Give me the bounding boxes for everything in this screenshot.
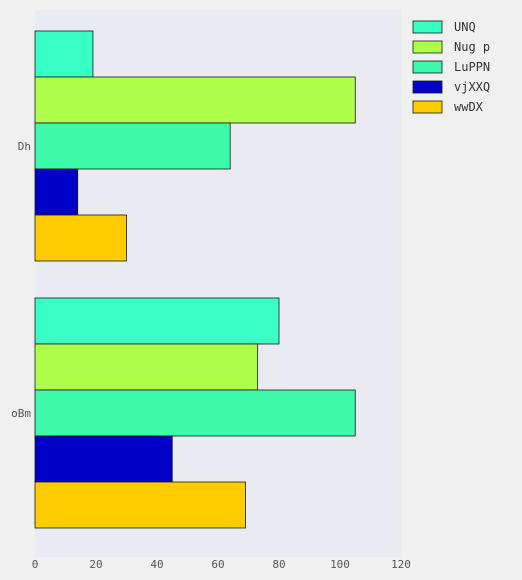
category-label: oBm: [11, 407, 31, 420]
category-labels: Dh oBm: [11, 140, 31, 420]
x-tick-label: 100: [330, 558, 350, 571]
bar-Dh-UNQ: [34, 30, 94, 78]
x-tick-label: 0: [32, 558, 39, 571]
bar-Dh-Nug-p: [34, 76, 356, 124]
category-label: Dh: [18, 140, 31, 153]
legend-label: vjXXQ: [454, 80, 490, 94]
bar-Dh-wwDX: [34, 214, 127, 262]
bar-Dh-LuPPN: [34, 122, 231, 170]
bars-group: [34, 30, 356, 529]
x-tick-label: 60: [211, 558, 224, 571]
bar-oBm-vjXXQ: [34, 435, 173, 483]
legend-swatch: [412, 80, 443, 94]
bar-oBm-LuPPN: [34, 389, 356, 437]
x-tick-label: 80: [272, 558, 285, 571]
x-tick-label: 120: [391, 558, 411, 571]
legend-swatch: [412, 100, 443, 114]
legend-label: Nug p: [454, 40, 490, 54]
x-tick-label: 20: [89, 558, 102, 571]
legend-label: UNQ: [454, 20, 476, 34]
x-axis-ticks: 0 20 40 60 80 100 120: [32, 558, 411, 571]
legend-label: LuPPN: [454, 60, 490, 74]
x-tick-label: 40: [150, 558, 163, 571]
legend: UNQ Nug p LuPPN vjXXQ wwDX: [412, 20, 490, 114]
legend-label: wwDX: [454, 100, 484, 114]
bar-Dh-vjXXQ: [34, 168, 79, 216]
bar-oBm-wwDX: [34, 481, 246, 529]
legend-swatch: [412, 60, 443, 74]
legend-swatch: [412, 40, 443, 54]
legend-swatch: [412, 20, 443, 34]
bar-oBm-UNQ: [34, 297, 280, 345]
bar-oBm-Nug-p: [34, 343, 259, 391]
